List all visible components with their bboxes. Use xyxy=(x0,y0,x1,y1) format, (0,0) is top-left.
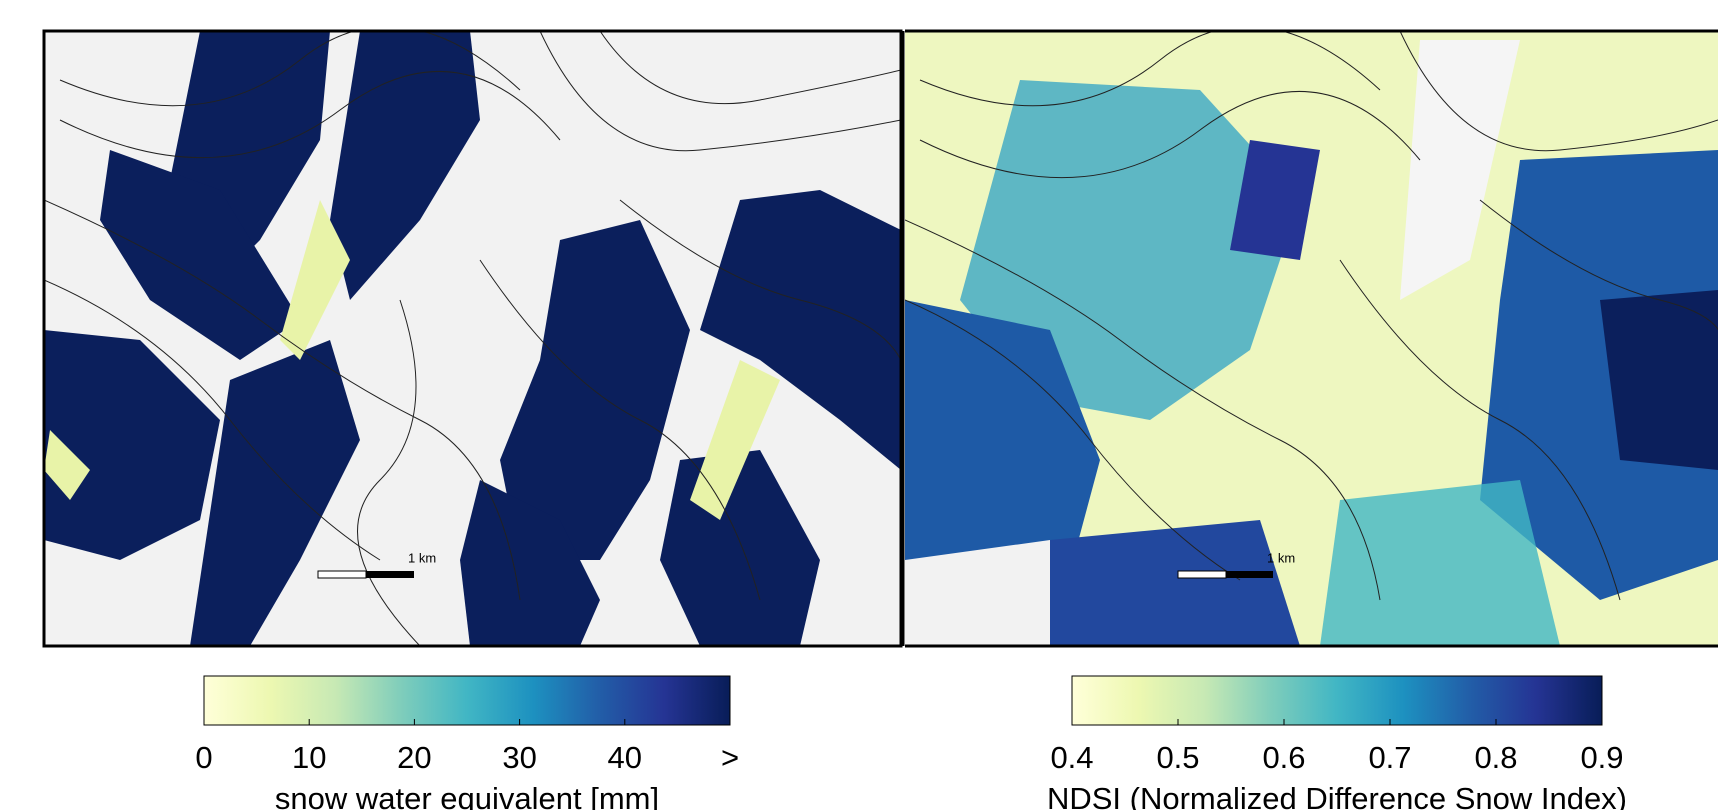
swe-map xyxy=(44,31,901,646)
colorbar-tick-label: 0.7 xyxy=(1368,740,1411,775)
colorbar-tick-label: 0.8 xyxy=(1474,740,1517,775)
colorbar-tick-label: 10 xyxy=(292,740,326,775)
colorbar xyxy=(203,675,731,726)
colorbar-tick-label: 0.9 xyxy=(1580,740,1623,775)
colorbar-label: NDSI (Normalized Difference Snow Index) xyxy=(1047,781,1627,810)
colorbar-tick-label: > xyxy=(721,740,739,775)
colorbar-tick-label: 0.6 xyxy=(1262,740,1305,775)
colorbar-tick-label: 0 xyxy=(195,740,212,775)
colorbar-tick-label: 0.5 xyxy=(1156,740,1199,775)
scale-bar-label: 1 km xyxy=(1267,550,1295,565)
scale-bar-label: 1 km xyxy=(408,550,436,565)
colorbar-tick-label: 20 xyxy=(397,740,431,775)
colorbar-tick-label: 30 xyxy=(502,740,536,775)
colorbar-tick-label: 0.4 xyxy=(1050,740,1093,775)
ndsi-map xyxy=(905,31,1718,646)
colorbar xyxy=(1071,675,1603,726)
colorbar-tick-label: 40 xyxy=(608,740,642,775)
colorbar-label: snow water equivalent [mm] xyxy=(275,781,659,810)
